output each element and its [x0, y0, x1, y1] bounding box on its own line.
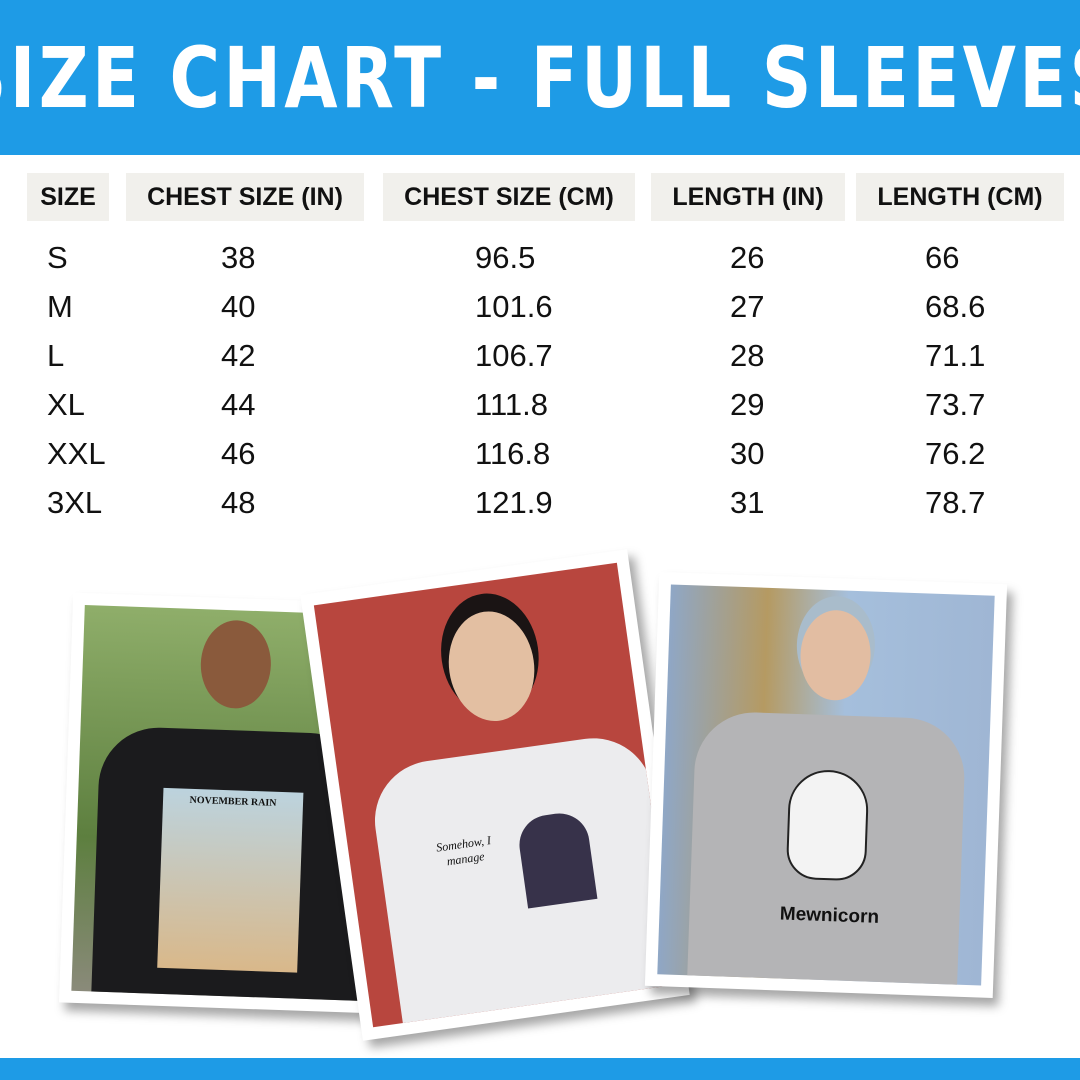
cell-chest-cm: 111.8 — [475, 387, 548, 422]
cell-size: XXL — [47, 436, 106, 471]
column-header-chest-in: CHEST SIZE (IN) — [126, 173, 364, 221]
page-title: SIZE CHART - FULL SLEEVES — [0, 28, 1080, 127]
cell-chest-cm: 101.6 — [475, 289, 553, 324]
cell-size: M — [47, 289, 73, 324]
shirt-graphic: NOVEMBER RAIN — [157, 787, 304, 973]
column-header-chest-cm: CHEST SIZE (CM) — [383, 173, 635, 221]
column-header-size: SIZE — [27, 173, 109, 221]
cell-length-in: 26 — [730, 240, 765, 275]
column-header-length-cm: LENGTH (CM) — [856, 173, 1064, 221]
model-head — [199, 619, 273, 710]
model-head — [441, 605, 542, 727]
footer-bar — [0, 1058, 1080, 1080]
print-text: NOVEMBER RAIN — [189, 794, 277, 809]
column-header-length-in: LENGTH (IN) — [651, 173, 845, 221]
cell-length-cm: 68.6 — [925, 289, 986, 324]
model-head — [798, 609, 873, 702]
cell-size: S — [47, 240, 68, 275]
cell-length-cm: 71.1 — [925, 338, 986, 373]
header-banner: SIZE CHART - FULL SLEEVES — [0, 0, 1080, 155]
cell-length-cm: 73.7 — [925, 387, 986, 422]
cell-size: 3XL — [47, 485, 103, 520]
cell-chest-in: 42 — [221, 338, 256, 373]
cell-chest-in: 46 — [221, 436, 256, 471]
cell-size: XL — [47, 387, 85, 422]
cell-length-in: 27 — [730, 289, 765, 324]
cell-chest-cm: 96.5 — [475, 240, 536, 275]
cell-length-in: 28 — [730, 338, 765, 373]
photo-card-somehow-i-manage: Somehow, I manage — [300, 549, 690, 1041]
cell-chest-in: 40 — [221, 289, 256, 324]
cell-length-cm: 78.7 — [925, 485, 986, 520]
shirt-graphic — [785, 768, 870, 882]
cell-chest-cm: 106.7 — [475, 338, 553, 373]
cell-chest-in: 44 — [221, 387, 256, 422]
cell-length-in: 30 — [730, 436, 765, 471]
cell-length-cm: 76.2 — [925, 436, 986, 471]
cell-length-in: 29 — [730, 387, 765, 422]
photo-card-mewnicorn: Mewnicorn — [644, 572, 1008, 998]
cell-length-in: 31 — [730, 485, 765, 520]
cell-chest-in: 48 — [221, 485, 256, 520]
cell-size: L — [47, 338, 65, 373]
cell-length-cm: 66 — [925, 240, 960, 275]
white-shirt — [367, 730, 677, 1028]
cell-chest-cm: 121.9 — [475, 485, 553, 520]
cell-chest-cm: 116.8 — [475, 436, 551, 471]
cell-chest-in: 38 — [221, 240, 256, 275]
